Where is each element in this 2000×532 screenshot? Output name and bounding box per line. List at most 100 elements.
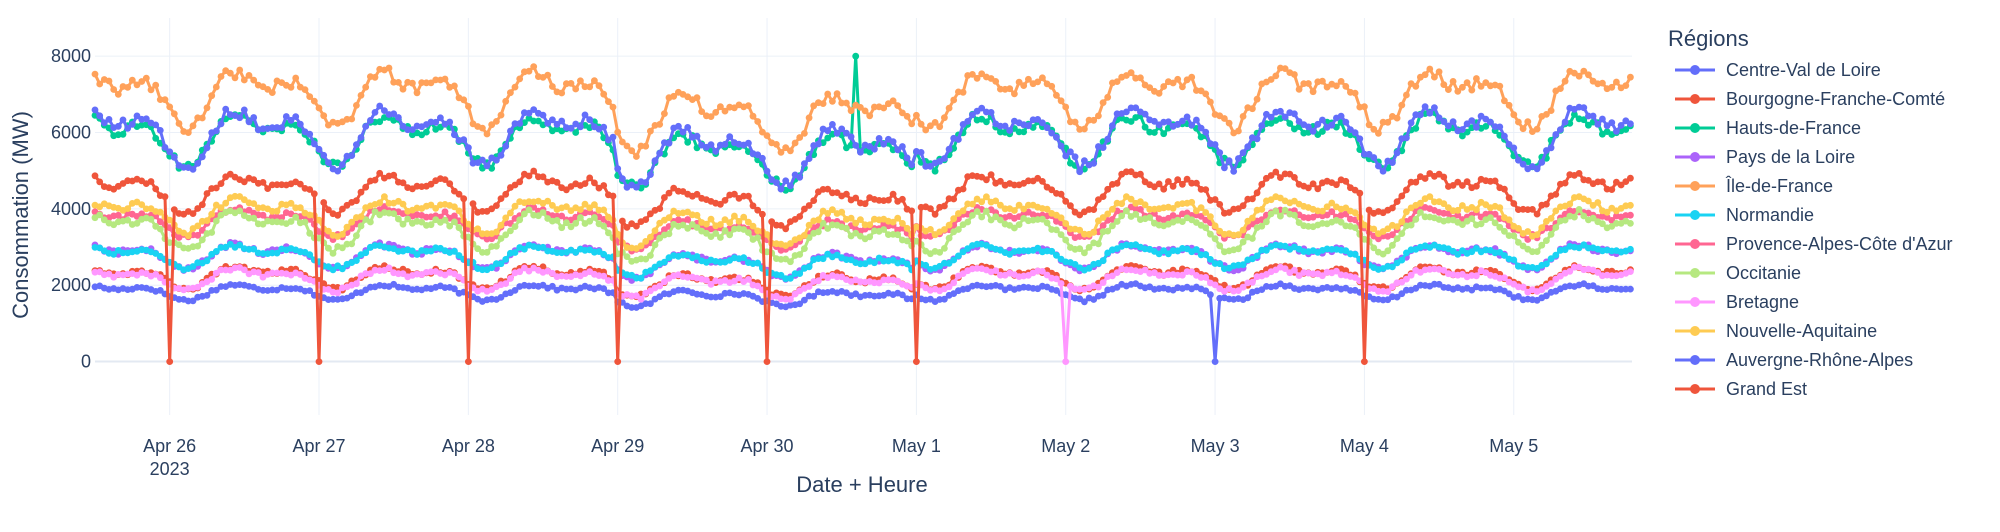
legend-item[interactable]: Auvergne-Rhône-Alpes: [1675, 350, 1913, 370]
data-point: [1459, 126, 1466, 133]
data-point: [941, 155, 948, 162]
data-point: [278, 124, 286, 132]
data-point: [325, 244, 332, 252]
data-point: [1053, 91, 1060, 99]
data-point: [1211, 235, 1219, 243]
data-point: [245, 72, 253, 79]
data-point: [1127, 118, 1135, 125]
legend-item[interactable]: Occitanie: [1675, 263, 1801, 283]
data-point: [1221, 281, 1228, 289]
data-point: [493, 118, 500, 125]
data-point: [1085, 244, 1093, 251]
data-point: [675, 122, 682, 130]
data-point: [717, 103, 724, 111]
legend-item[interactable]: Nouvelle-Aquitaine: [1675, 321, 1877, 341]
data-point: [507, 227, 514, 235]
series-2: [91, 52, 1634, 194]
data-point: [740, 213, 748, 221]
data-point: [1207, 213, 1214, 221]
data-point: [268, 213, 276, 221]
data-point: [128, 121, 136, 128]
data-point: [1006, 85, 1014, 93]
legend-item[interactable]: Île-de-France: [1675, 176, 1833, 196]
data-point: [1179, 83, 1186, 91]
data-point: [357, 213, 365, 221]
data-point: [1295, 86, 1303, 93]
data-point: [857, 216, 864, 224]
data-point: [740, 192, 748, 200]
series-9: [91, 192, 1634, 252]
legend-item[interactable]: Provence-Alpes-Côte d'Azur: [1675, 234, 1953, 254]
data-point: [1491, 219, 1499, 227]
data-point: [287, 116, 295, 124]
data-point: [1599, 220, 1606, 228]
data-point: [843, 224, 850, 232]
series-11: [91, 167, 1634, 365]
data-point: [1421, 71, 1429, 79]
data-point: [1445, 122, 1452, 130]
data-point: [903, 224, 911, 232]
legend-item[interactable]: Bourgogne-Franche-Comté: [1675, 89, 1945, 109]
data-point: [292, 74, 300, 82]
data-point: [236, 114, 244, 122]
data-point: [777, 222, 785, 229]
data-point: [600, 182, 608, 189]
data-point: [717, 234, 724, 241]
data-point: [735, 274, 743, 282]
data-point: [796, 173, 804, 181]
data-point: [1113, 179, 1121, 187]
data-point: [1263, 246, 1270, 254]
data-point: [306, 186, 314, 193]
data-point: [105, 77, 113, 85]
legend-item[interactable]: Grand Est: [1675, 379, 1807, 399]
data-point: [623, 253, 631, 260]
data-point: [287, 199, 295, 207]
data-point: [1505, 216, 1513, 224]
data-point: [787, 296, 794, 303]
legend-item[interactable]: Normandie: [1675, 205, 1814, 225]
data-point: [1473, 206, 1480, 214]
data-point: [1025, 122, 1032, 130]
data-point: [278, 214, 286, 222]
legend-item[interactable]: Bretagne: [1675, 292, 1799, 312]
data-point: [810, 197, 818, 205]
data-point: [465, 233, 472, 241]
data-point: [124, 216, 132, 224]
data-point: [913, 111, 920, 119]
data-point: [1361, 358, 1368, 365]
data-point: [96, 211, 104, 219]
data-point: [1389, 241, 1396, 249]
data-point: [250, 176, 258, 184]
data-point: [787, 182, 794, 190]
data-point: [614, 358, 622, 365]
data-point: [833, 90, 841, 97]
data-point: [446, 118, 454, 126]
data-point: [992, 78, 1000, 85]
data-point: [250, 114, 258, 121]
data-point: [198, 153, 206, 161]
data-point: [399, 85, 407, 93]
data-point: [119, 249, 127, 257]
legend-item[interactable]: Hauts-de-France: [1675, 118, 1861, 138]
data-point: [628, 304, 636, 311]
data-point: [1333, 82, 1340, 90]
data-point: [91, 172, 99, 180]
data-point: [1305, 123, 1312, 131]
data-point: [1617, 181, 1625, 189]
data-point: [1151, 117, 1158, 125]
legend-item[interactable]: Centre-Val de Loire: [1675, 60, 1881, 80]
legend-item[interactable]: Pays de la Loire: [1675, 147, 1855, 167]
data-point: [100, 119, 108, 127]
data-point: [1496, 204, 1504, 212]
data-point: [1281, 65, 1289, 72]
data-point: [497, 294, 505, 301]
data-point: [945, 145, 953, 153]
data-point: [1533, 231, 1541, 239]
data-point: [320, 112, 328, 120]
data-point: [1095, 112, 1102, 120]
data-point: [1137, 74, 1144, 82]
data-point: [619, 138, 626, 146]
data-point: [357, 134, 365, 141]
data-point: [1351, 129, 1359, 137]
data-point: [507, 89, 514, 97]
